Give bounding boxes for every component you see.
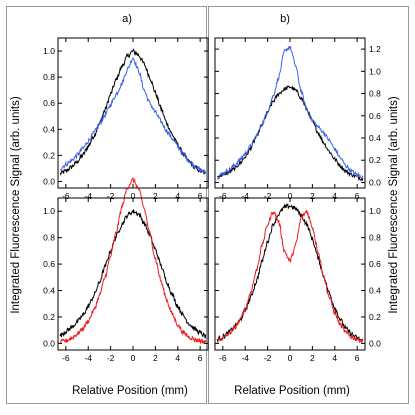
series-line-b-bottom-1 [216, 208, 364, 344]
y-tick-label-b-top-5: 1.0 [369, 66, 381, 76]
y-tick-label-b-top-2: 0.4 [369, 133, 381, 143]
plot-area-a-bottom [57, 197, 209, 351]
y-tick-label-b-top-3: 0.6 [369, 111, 381, 121]
panel-a-bottom: -6 -4 -2 0 2 4 6 0.0 0.2 0.4 0.6 0.8 1.0 [43, 177, 209, 363]
y-tick-label-b-bottom-3: 0.6 [369, 259, 381, 269]
series-line-b-top-0 [216, 85, 364, 182]
series-line-b-bottom-0 [216, 203, 363, 342]
x-tick-label-b-bottom-5: 4 [332, 353, 337, 363]
x-tick-label-a-bottom-1: -4 [84, 353, 92, 363]
panel-a-top: -6 -4 -2 0 2 4 6 0.0 0.2 0.4 0.6 0.8 1.0 [43, 37, 209, 201]
x-tick-label-a-bottom-0: -6 [62, 353, 70, 363]
x-tick-label-a-bottom-6: 6 [198, 353, 203, 363]
panel-b-bottom: -6 -4 -2 0 2 4 6 0.0 0.2 0.4 0.6 0.8 1.0 [214, 197, 381, 363]
panel-b-top: -6 -4 -2 0 2 4 6 0.0 0.2 0.4 0.6 0.8 1.0 1.2 [214, 37, 381, 201]
y-tick-label-a-top-5: 1.0 [43, 46, 55, 56]
x-tick-label-a-bottom-4: 2 [153, 353, 158, 363]
y-axis-label-left: Integrated Fluorescence Signal (arb. uni… [10, 96, 22, 314]
series-line-a-bottom-1 [59, 177, 207, 345]
x-tick-label-b-top-3: 0 [288, 191, 293, 201]
x-tick-label-b-top-4: 2 [310, 191, 315, 201]
series-line-a-bottom-0 [59, 209, 207, 339]
x-tick-label-b-bottom-3: 0 [288, 353, 293, 363]
y-tick-label-a-bottom-4: 0.8 [43, 233, 55, 243]
x-tick-label-b-bottom-1: -4 [241, 353, 249, 363]
y-tick-label-a-top-3: 0.6 [43, 98, 55, 108]
y-tick-label-a-bottom-5: 1.0 [43, 206, 55, 216]
y-tick-label-b-top-6: 1.2 [369, 44, 381, 54]
x-tick-label-a-top-1: -4 [84, 191, 92, 201]
panel-label-b: b) [280, 13, 290, 25]
x-tick-label-a-top-3: 0 [131, 191, 136, 201]
x-tick-label-b-top-6: 6 [355, 191, 360, 201]
x-tick-label-a-bottom-3: 0 [131, 353, 136, 363]
y-axis-label-right: Integrated Fluorescence Signal (arb. uni… [388, 96, 400, 314]
series-line-b-top-1 [217, 45, 364, 180]
plot-area-b-top [214, 37, 366, 189]
y-tick-label-b-top-1: 0.2 [369, 155, 381, 165]
y-tick-label-a-top-4: 0.8 [43, 72, 55, 82]
y-tick-label-b-bottom-2: 0.4 [369, 286, 381, 296]
y-tick-label-b-bottom-4: 0.8 [369, 233, 381, 243]
y-tick-label-a-bottom-2: 0.4 [43, 286, 55, 296]
x-tick-label-a-top-5: 4 [175, 191, 180, 201]
x-tick-label-b-bottom-0: -6 [219, 353, 227, 363]
y-tick-label-b-bottom-1: 0.2 [369, 312, 381, 322]
plot-area-a-top [57, 37, 209, 189]
x-tick-label-b-top-2: -2 [264, 191, 272, 201]
x-tick-label-a-top-2: -2 [107, 191, 115, 201]
x-tick-label-a-bottom-5: 4 [175, 353, 180, 363]
panel-label-a: a) [122, 13, 132, 25]
x-tick-label-a-top-6: 6 [198, 191, 203, 201]
x-tick-label-a-bottom-2: -2 [107, 353, 115, 363]
y-tick-label-b-bottom-0: 0.0 [369, 338, 381, 348]
x-tick-label-b-bottom-4: 2 [310, 353, 315, 363]
series-line-a-top-1 [60, 57, 207, 175]
y-tick-label-a-top-2: 0.4 [43, 124, 55, 134]
x-tick-label-b-bottom-2: -2 [264, 353, 272, 363]
y-tick-label-a-bottom-3: 0.6 [43, 259, 55, 269]
y-tick-label-b-bottom-5: 1.0 [369, 206, 381, 216]
x-tick-label-b-bottom-6: 6 [355, 353, 360, 363]
y-tick-label-a-bottom-1: 0.2 [43, 312, 55, 322]
x-tick-label-b-top-5: 4 [332, 191, 337, 201]
y-tick-label-a-top-1: 0.2 [43, 150, 55, 160]
x-axis-label-b: Relative Position (mm) [234, 385, 350, 397]
x-tick-label-a-top-0: -6 [62, 191, 70, 201]
y-tick-label-a-top-0: 0.0 [43, 176, 55, 186]
x-axis-label-a: Relative Position (mm) [72, 385, 188, 397]
x-tick-label-b-top-1: -4 [241, 191, 249, 201]
series-line-a-top-0 [59, 48, 207, 176]
frame-a [6, 6, 207, 404]
y-tick-label-a-bottom-0: 0.0 [43, 338, 55, 348]
x-tick-label-b-top-0: -6 [219, 191, 227, 201]
y-tick-label-b-top-4: 0.8 [369, 89, 381, 99]
y-tick-label-b-top-0: 0.0 [369, 177, 381, 187]
x-tick-label-a-top-4: 2 [153, 191, 158, 201]
